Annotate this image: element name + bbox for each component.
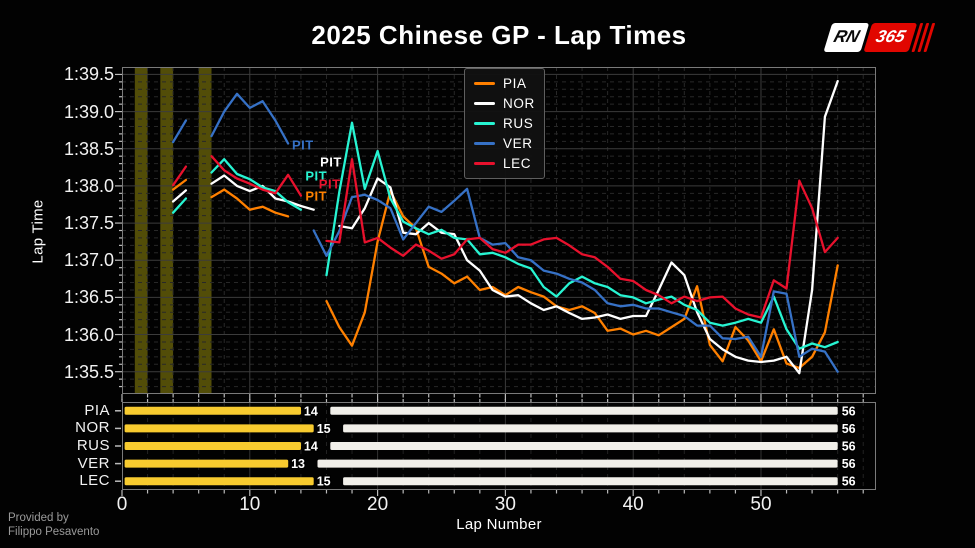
total-laps-lec: 56 bbox=[842, 475, 856, 489]
legend-line-pia bbox=[474, 82, 495, 85]
stint2-bar-rus bbox=[330, 442, 838, 450]
series-line-nor bbox=[171, 79, 839, 375]
series-line-rus bbox=[171, 121, 839, 350]
stint-row-label-lec: LEC bbox=[79, 472, 110, 490]
series-line-lec bbox=[171, 155, 839, 319]
credit-line-1: Provided by bbox=[8, 512, 69, 524]
pit-annotation-nor: PIT bbox=[320, 154, 342, 170]
series-line-pia bbox=[171, 178, 839, 370]
rn365-logo-365-text: 365 bbox=[873, 27, 908, 46]
x-tick-label: 20 bbox=[367, 494, 389, 515]
stint1-bar-rus bbox=[124, 442, 301, 450]
stint1-laps-ver: 13 bbox=[291, 457, 305, 471]
stint1-bar-pia bbox=[124, 406, 301, 415]
x-tick-label: 0 bbox=[116, 494, 128, 515]
legend: PIA NOR RUS VER LEC bbox=[464, 68, 545, 179]
pit-annotation-ver: PIT bbox=[291, 137, 314, 153]
stint1-laps-lec: 15 bbox=[317, 475, 331, 489]
legend-line-rus bbox=[474, 122, 495, 125]
y-tick-label: 1:38.0 bbox=[63, 175, 114, 196]
pit-annotation-rus: PIT bbox=[305, 168, 328, 183]
y-tick-label: 1:36.0 bbox=[63, 324, 114, 345]
laptime-plot-frame bbox=[122, 67, 876, 394]
y-tick-label: 1:38.5 bbox=[63, 138, 114, 159]
y-tick-label: 1:37.5 bbox=[63, 213, 114, 234]
stint-row-label-rus: RUS bbox=[76, 437, 110, 454]
x-axis-label: Lap Number bbox=[456, 516, 542, 533]
x-tick-label: 40 bbox=[622, 494, 644, 515]
pit-annotation-pia: PIT bbox=[305, 188, 328, 204]
y-tick-label: 1:36.5 bbox=[63, 287, 114, 308]
stint-row-label-ver: VER bbox=[77, 454, 110, 472]
series-line-ver bbox=[171, 92, 839, 373]
legend-label-pia: PIA bbox=[503, 76, 527, 91]
stint1-laps-pia: 14 bbox=[304, 404, 318, 418]
credit-text: Provided by Filippo Pesavento bbox=[8, 512, 99, 539]
rn365-logo-rn-text: RN bbox=[831, 27, 862, 46]
x-tick-label: 10 bbox=[239, 494, 261, 515]
total-laps-ver: 56 bbox=[842, 457, 856, 471]
legend-item-rus: RUS bbox=[474, 116, 535, 131]
legend-item-lec: LEC bbox=[474, 156, 535, 171]
legend-label-nor: NOR bbox=[503, 96, 535, 111]
rn365-logo-rn-box: RN bbox=[823, 22, 870, 52]
page-title: 2025 Chinese GP - Lap Times bbox=[311, 20, 687, 50]
stint1-laps-nor: 15 bbox=[317, 422, 331, 436]
legend-item-pia: PIA bbox=[474, 76, 535, 91]
stint2-bar-lec bbox=[343, 477, 838, 486]
y-tick-label: 1:39.5 bbox=[63, 64, 114, 85]
legend-line-lec bbox=[474, 162, 495, 165]
stint-row-label-pia: PIA bbox=[84, 401, 110, 419]
stint-chart: 14 56 15 56 14 56 13 56 15 56 bbox=[115, 399, 876, 496]
stint2-bar-ver bbox=[317, 459, 838, 468]
y-tick-label: 1:35.5 bbox=[63, 361, 114, 382]
legend-label-lec: LEC bbox=[503, 156, 532, 171]
y-tick-label: 1:37.0 bbox=[63, 250, 114, 271]
stint1-laps-rus: 14 bbox=[304, 440, 318, 454]
rn365-logo: RN 365 bbox=[823, 22, 936, 52]
stint1-bar-lec bbox=[124, 477, 314, 486]
rn365-logo-365-box: 365 bbox=[863, 22, 918, 52]
legend-label-ver: VER bbox=[503, 136, 533, 151]
legend-line-nor bbox=[474, 102, 495, 105]
stint1-bar-ver bbox=[124, 459, 289, 468]
legend-line-ver bbox=[474, 142, 495, 145]
total-laps-nor: 56 bbox=[842, 422, 856, 436]
stint1-bar-nor bbox=[124, 424, 314, 433]
pit-annotation-lec: PIT bbox=[318, 176, 341, 192]
stint-plot-frame bbox=[122, 402, 876, 490]
stint-row-label-nor: NOR bbox=[75, 419, 110, 437]
stint2-bar-pia bbox=[330, 406, 838, 415]
x-tick-label: 30 bbox=[494, 494, 516, 515]
stint2-bar-nor bbox=[343, 424, 838, 433]
x-tick-label: 50 bbox=[750, 494, 772, 515]
legend-item-ver: VER bbox=[474, 136, 535, 151]
legend-label-rus: RUS bbox=[503, 116, 534, 131]
total-laps-rus: 56 bbox=[842, 440, 856, 454]
legend-item-nor: NOR bbox=[474, 96, 535, 111]
total-laps-pia: 56 bbox=[842, 404, 856, 418]
credit-line-2: Filippo Pesavento bbox=[8, 525, 100, 538]
y-tick-label: 1:39.0 bbox=[63, 101, 114, 122]
